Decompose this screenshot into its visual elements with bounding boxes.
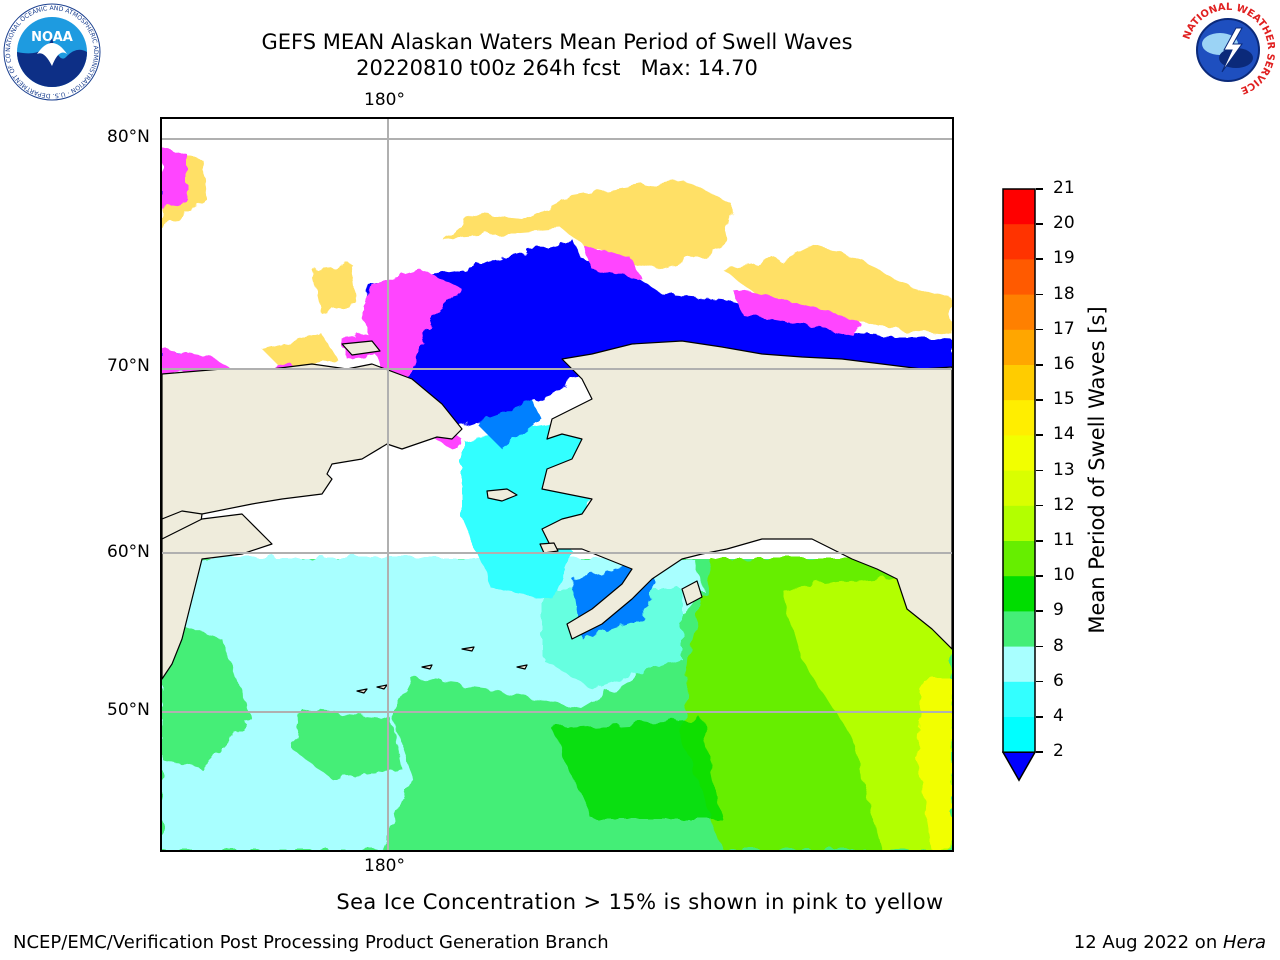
colorbar-swatches bbox=[1001, 188, 1037, 782]
chart-subtitle: 20220810 t00z 264h fcst Max: 14.70 bbox=[356, 56, 758, 80]
colorbar-band bbox=[1003, 717, 1035, 753]
colorbar-tick-label: 10 bbox=[1053, 565, 1075, 586]
colorbar-tick-mark bbox=[1036, 434, 1043, 436]
lat-label-50n: 50°N bbox=[107, 700, 150, 720]
colorbar-band bbox=[1003, 681, 1035, 718]
aleutian-2 bbox=[461, 646, 475, 652]
colorbar-tick-label: 12 bbox=[1053, 494, 1075, 515]
colorbar-tick-mark bbox=[1036, 680, 1043, 683]
colorbar-tick-mark bbox=[1036, 293, 1043, 296]
kodiak-island bbox=[681, 580, 703, 606]
colorbar-band bbox=[1003, 611, 1035, 648]
colorbar-tick-label: 2 bbox=[1053, 741, 1064, 762]
aleutian-4 bbox=[376, 684, 388, 690]
colorbar-band bbox=[1003, 505, 1035, 542]
colorbar-band bbox=[1003, 189, 1035, 225]
colorbar-tick-mark bbox=[1036, 575, 1043, 577]
colorbar-band bbox=[1003, 365, 1035, 401]
colorbar-tick-label: 16 bbox=[1053, 354, 1075, 374]
colorbar-band bbox=[1003, 435, 1035, 472]
colorbar-tick-label: 20 bbox=[1053, 213, 1075, 234]
colorbar-tick-mark bbox=[1036, 610, 1043, 612]
colorbar-tick-label: 17 bbox=[1053, 318, 1075, 339]
alaska-mainland bbox=[541, 340, 952, 650]
aleutian-1 bbox=[516, 664, 528, 670]
colorbar-band bbox=[1003, 329, 1035, 366]
colorbar-band bbox=[1003, 224, 1035, 260]
noaa-logo: NATIONAL OCEANIC AND ATMOSPHERIC ADMINIS… bbox=[0, 0, 102, 102]
sea-ice-caption: Sea Ice Concentration > 15% is shown in … bbox=[336, 890, 944, 914]
lon-label-bottom: 180° bbox=[364, 856, 405, 876]
colorbar-tick-label: 6 bbox=[1053, 670, 1064, 691]
colorbar-extend-arrow bbox=[1001, 751, 1037, 782]
st-lawrence-island bbox=[486, 488, 518, 502]
colorbar-tick-mark bbox=[1036, 223, 1043, 225]
colorbar-tick-label: 4 bbox=[1053, 706, 1064, 726]
colorbar-frame bbox=[1002, 188, 1036, 753]
colorbar-band bbox=[1003, 541, 1035, 577]
colorbar-band bbox=[1003, 259, 1035, 296]
colorbar-tick-label: 13 bbox=[1053, 459, 1075, 480]
noaa-logo-text: NOAA bbox=[31, 30, 73, 45]
colorbar-tick-mark bbox=[1036, 364, 1043, 366]
colorbar-band bbox=[1003, 646, 1035, 683]
nunivak-island bbox=[539, 542, 559, 554]
lat-label-80n: 80°N bbox=[107, 127, 150, 147]
colorbar-band bbox=[1003, 576, 1035, 612]
colorbar-title: Mean Period of Swell Waves [s] bbox=[1085, 306, 1109, 634]
wrangel-island bbox=[341, 340, 381, 356]
aleutian-3 bbox=[421, 664, 433, 670]
nws-logo: NATIONAL WEATHER SERVICE bbox=[1178, 0, 1278, 100]
colorbar-tick-label: 21 bbox=[1053, 178, 1075, 198]
footer-branch: NCEP/EMC/Verification Post Processing Pr… bbox=[13, 932, 609, 953]
colorbar-tick-label: 9 bbox=[1053, 600, 1064, 621]
colorbar-band bbox=[1003, 400, 1035, 436]
colorbar-tick-label: 14 bbox=[1053, 424, 1075, 445]
map-panel bbox=[160, 117, 954, 852]
aleutian-5 bbox=[356, 688, 368, 694]
colorbar-band bbox=[1003, 470, 1035, 507]
colorbar-tick-mark bbox=[1036, 328, 1043, 331]
footer-date: 12 Aug 2022 on Hera bbox=[1074, 932, 1266, 953]
swell-field bbox=[162, 389, 952, 850]
colorbar bbox=[1001, 187, 1037, 782]
kamchatka-peninsula bbox=[162, 513, 273, 680]
lat-label-60n: 60°N bbox=[107, 542, 150, 562]
colorbar-tick-mark bbox=[1036, 716, 1043, 718]
lon-label-top: 180° bbox=[364, 90, 405, 110]
footer-host: Hera bbox=[1222, 932, 1266, 953]
gridlines bbox=[162, 119, 952, 850]
chart-title: GEFS MEAN Alaskan Waters Mean Period of … bbox=[261, 30, 853, 54]
colorbar-tick-mark bbox=[1036, 540, 1043, 542]
colorbar-tick-mark bbox=[1036, 399, 1043, 401]
map-canvas bbox=[162, 119, 952, 850]
colorbar-tick-label: 18 bbox=[1053, 283, 1075, 304]
colorbar-tick-mark bbox=[1036, 188, 1043, 190]
colorbar-tick-label: 11 bbox=[1053, 530, 1075, 550]
colorbar-tick-label: 15 bbox=[1053, 389, 1075, 410]
colorbar-tick-mark bbox=[1036, 469, 1043, 472]
footer-date-text: 12 Aug 2022 on bbox=[1073, 932, 1223, 953]
colorbar-tick-mark bbox=[1036, 751, 1043, 753]
colorbar-tick-mark bbox=[1036, 258, 1043, 260]
colorbar-tick-label: 8 bbox=[1053, 635, 1064, 656]
lat-label-70n: 70°N bbox=[107, 356, 150, 376]
colorbar-band bbox=[1003, 294, 1035, 331]
colorbar-tick-mark bbox=[1036, 645, 1043, 648]
colorbar-tick-label: 19 bbox=[1053, 248, 1075, 269]
colorbar-tick-mark bbox=[1036, 504, 1043, 507]
